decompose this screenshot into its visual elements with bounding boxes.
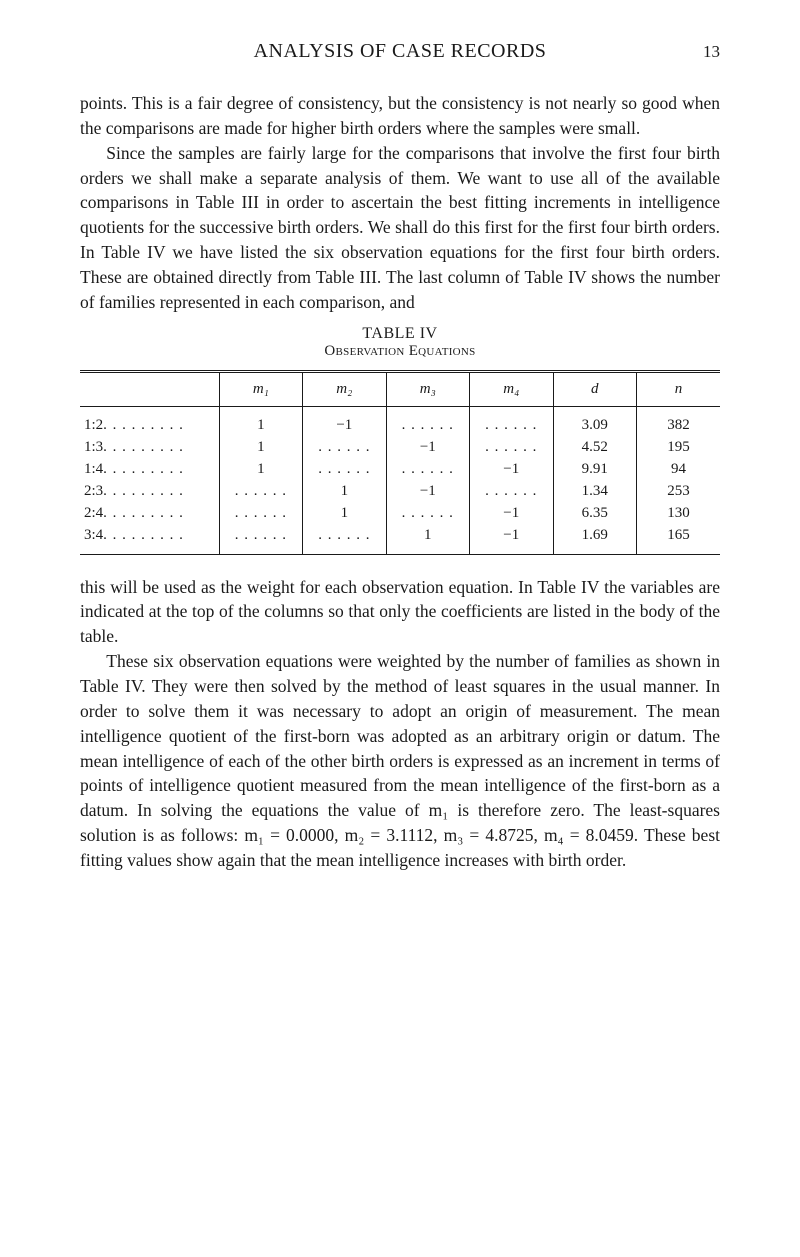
paragraph-4: These six observation equations were wei… <box>80 649 720 873</box>
cell-m2: . . . . . . <box>303 458 386 480</box>
row-label: 1:4. . . . . . . . . <box>80 458 219 480</box>
page-number: 13 <box>690 42 720 62</box>
cell-n: 94 <box>636 458 720 480</box>
cell-m2: . . . . . . <box>303 436 386 458</box>
cell-m1: . . . . . . <box>219 480 302 502</box>
table-row: 1:4. . . . . . . . .1. . . . . .. . . . … <box>80 458 720 480</box>
cell-d: 3.09 <box>553 414 636 436</box>
cell-d: 1.69 <box>553 524 636 546</box>
cell-m3: . . . . . . <box>386 502 469 524</box>
cell-n: 382 <box>636 414 720 436</box>
paragraph-2: Since the samples are fairly large for t… <box>80 141 720 315</box>
cell-m3: . . . . . . <box>386 414 469 436</box>
table-row: 2:3. . . . . . . . .. . . . . .1−1. . . … <box>80 480 720 502</box>
table-row: 1:3. . . . . . . . .1. . . . . .−1. . . … <box>80 436 720 458</box>
table-row: 3:4. . . . . . . . .. . . . . .. . . . .… <box>80 524 720 546</box>
paragraph-1: points. This is a fair degree of consist… <box>80 91 720 141</box>
cell-m2: 1 <box>303 480 386 502</box>
cell-m4: −1 <box>470 502 553 524</box>
header-title: ANALYSIS OF CASE RECORDS <box>110 40 690 63</box>
cell-d: 9.91 <box>553 458 636 480</box>
col-m1: m₁ <box>219 371 302 406</box>
row-label: 1:2. . . . . . . . . <box>80 414 219 436</box>
cell-n: 253 <box>636 480 720 502</box>
cell-m2: . . . . . . <box>303 524 386 546</box>
col-n: n <box>636 371 720 406</box>
col-m2: m₂ <box>303 371 386 406</box>
row-label: 3:4. . . . . . . . . <box>80 524 219 546</box>
cell-m1: . . . . . . <box>219 502 302 524</box>
table-row: 2:4. . . . . . . . .. . . . . .1. . . . … <box>80 502 720 524</box>
col-m3: m₃ <box>386 371 469 406</box>
cell-m1: 1 <box>219 414 302 436</box>
table-subtitle: Observation Equations <box>80 343 720 360</box>
cell-m3: −1 <box>386 436 469 458</box>
table-label: TABLE IV <box>80 325 720 343</box>
cell-n: 165 <box>636 524 720 546</box>
cell-m3: . . . . . . <box>386 458 469 480</box>
cell-m1: 1 <box>219 436 302 458</box>
table-header-row: m₁ m₂ m₃ m₄ d n <box>80 371 720 406</box>
cell-n: 130 <box>636 502 720 524</box>
row-label: 2:3. . . . . . . . . <box>80 480 219 502</box>
cell-m1: 1 <box>219 458 302 480</box>
row-label: 2:4. . . . . . . . . <box>80 502 219 524</box>
table-row: 1:2. . . . . . . . .1−1. . . . . .. . . … <box>80 414 720 436</box>
cell-m3: 1 <box>386 524 469 546</box>
page-header: ANALYSIS OF CASE RECORDS 13 <box>80 40 720 63</box>
cell-n: 195 <box>636 436 720 458</box>
cell-m4: . . . . . . <box>470 480 553 502</box>
observation-table: m₁ m₂ m₃ m₄ d n 1:2. . . . . . . . .1−1.… <box>80 370 720 555</box>
cell-d: 1.34 <box>553 480 636 502</box>
col-d: d <box>553 371 636 406</box>
cell-m1: . . . . . . <box>219 524 302 546</box>
cell-m3: −1 <box>386 480 469 502</box>
cell-m2: 1 <box>303 502 386 524</box>
cell-m2: −1 <box>303 414 386 436</box>
cell-d: 4.52 <box>553 436 636 458</box>
cell-m4: . . . . . . <box>470 414 553 436</box>
paragraph-3: this will be used as the weight for each… <box>80 575 720 650</box>
col-m4: m₄ <box>470 371 553 406</box>
cell-m4: . . . . . . <box>470 436 553 458</box>
cell-d: 6.35 <box>553 502 636 524</box>
cell-m4: −1 <box>470 524 553 546</box>
row-label: 1:3. . . . . . . . . <box>80 436 219 458</box>
cell-m4: −1 <box>470 458 553 480</box>
col-label <box>80 371 219 406</box>
